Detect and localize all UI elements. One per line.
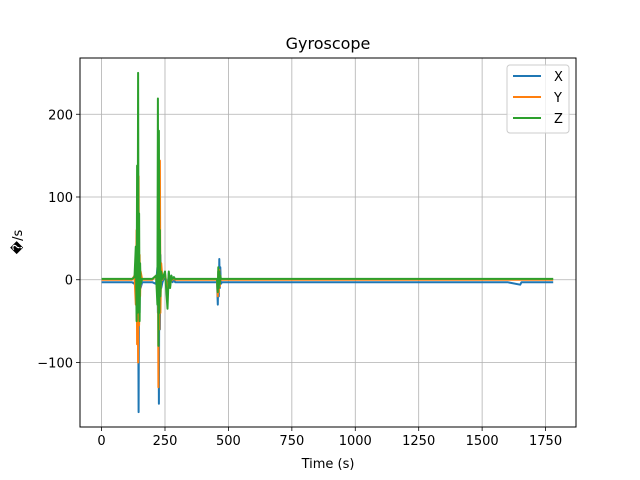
x-tick-label: 500 <box>216 434 241 449</box>
x-tick-label: 1250 <box>402 434 435 449</box>
chart-title: Gyroscope <box>286 34 371 53</box>
x-axis-label: Time (s) <box>301 457 355 472</box>
legend-label-x: X <box>554 70 563 85</box>
plot-frame <box>79 57 577 428</box>
y-tick-label: 100 <box>48 191 73 206</box>
y-tick-label: 200 <box>48 108 73 123</box>
x-tick-label: 250 <box>153 434 178 449</box>
y-axis-label: �/s <box>9 230 26 255</box>
series-line-z <box>101 71 554 347</box>
x-tick-label: 1750 <box>529 434 562 449</box>
x-tick-label: 0 <box>97 434 105 449</box>
legend-box <box>506 64 570 134</box>
legend-label-y: Y <box>553 91 562 106</box>
x-axis-ticks: 0 250 500 750 1000 1250 1500 1750 <box>97 427 562 449</box>
y-tick-label: −100 <box>37 356 73 371</box>
x-tick-label: 750 <box>279 434 304 449</box>
y-tick-label: 0 <box>65 274 73 289</box>
y-axis-ticks: −100 0 100 200 <box>37 108 80 371</box>
legend-label-z: Z <box>554 112 563 127</box>
x-tick-label: 1000 <box>339 434 372 449</box>
legend: XYZ <box>506 64 570 134</box>
plot-area <box>101 71 554 414</box>
x-tick-label: 1500 <box>466 434 499 449</box>
series-lines <box>101 71 554 414</box>
